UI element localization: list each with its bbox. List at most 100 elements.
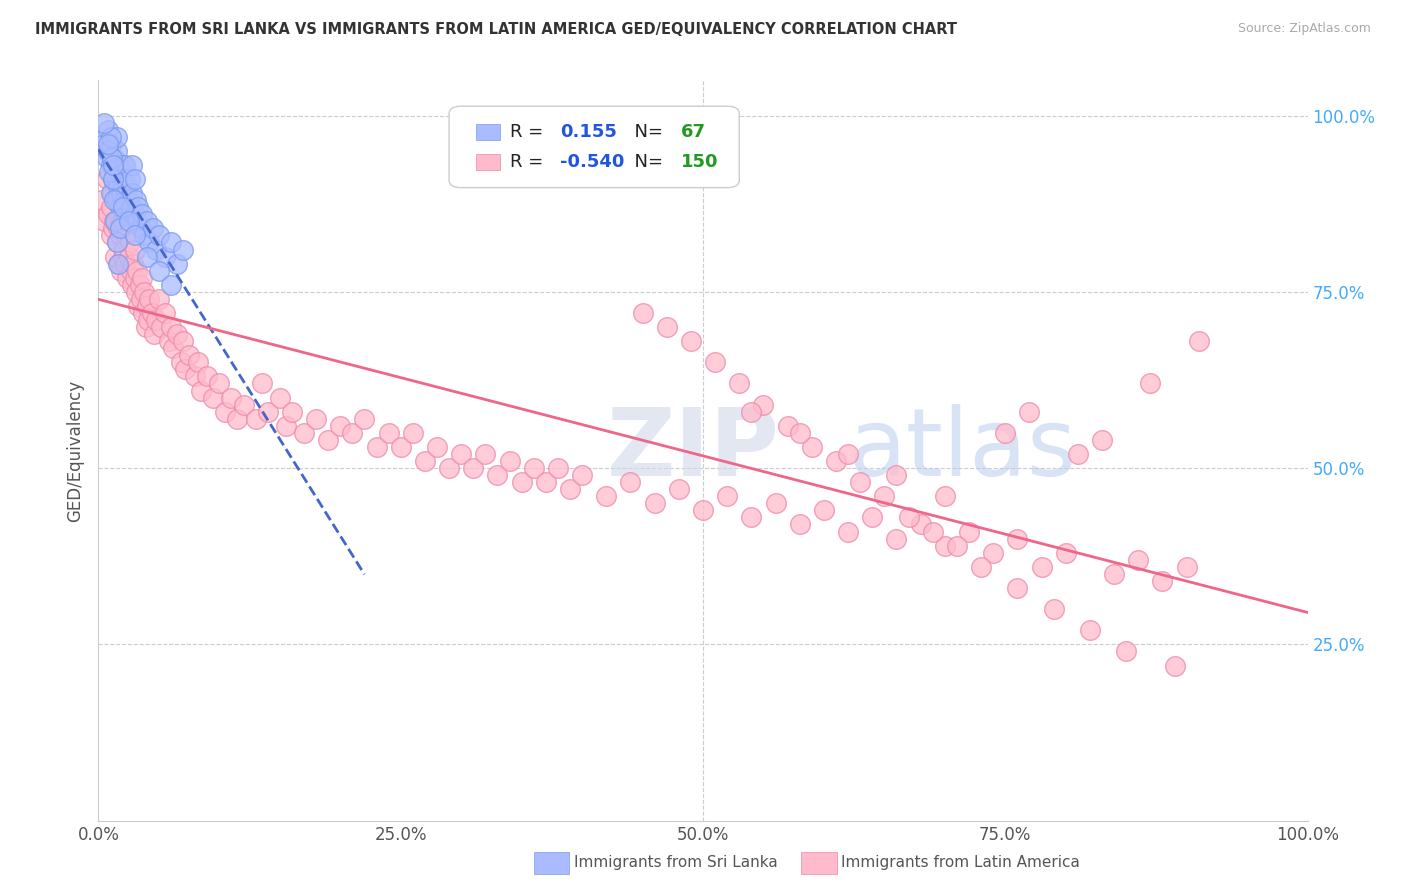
- Point: [740, 510, 762, 524]
- Point: [118, 235, 141, 250]
- Point: [450, 447, 472, 461]
- Point: [111, 250, 134, 264]
- Point: [108, 257, 131, 271]
- Point: [789, 517, 811, 532]
- Point: [886, 468, 908, 483]
- Point: [486, 468, 509, 483]
- Point: [111, 200, 134, 214]
- Point: [108, 165, 131, 179]
- Point: [195, 369, 218, 384]
- Point: [125, 285, 148, 299]
- Point: [166, 257, 188, 271]
- Point: [825, 454, 848, 468]
- Point: [162, 341, 184, 355]
- Point: [153, 250, 176, 264]
- Point: [143, 327, 166, 342]
- Point: [112, 243, 135, 257]
- Point: [128, 277, 150, 292]
- Point: [93, 115, 115, 129]
- Point: [117, 179, 139, 194]
- Point: [316, 433, 339, 447]
- Point: [112, 172, 135, 186]
- Point: [134, 228, 156, 243]
- Point: [114, 257, 136, 271]
- Point: [129, 292, 152, 306]
- Point: [129, 221, 152, 235]
- Point: [619, 475, 641, 490]
- Point: [329, 418, 352, 433]
- Point: [873, 489, 896, 503]
- Point: [96, 172, 118, 186]
- Point: [93, 136, 115, 151]
- Point: [571, 468, 593, 483]
- Point: [132, 306, 155, 320]
- Point: [837, 524, 859, 539]
- Point: [668, 482, 690, 496]
- Point: [1078, 624, 1101, 638]
- Point: [107, 257, 129, 271]
- Point: [172, 243, 194, 257]
- Point: [1163, 658, 1185, 673]
- Point: [765, 496, 787, 510]
- Point: [342, 425, 364, 440]
- Point: [124, 270, 146, 285]
- Text: N=: N=: [623, 153, 669, 170]
- Point: [100, 129, 122, 144]
- Y-axis label: GED/Equivalency: GED/Equivalency: [66, 379, 84, 522]
- Point: [103, 193, 125, 207]
- Point: [97, 207, 120, 221]
- Point: [115, 207, 138, 221]
- Point: [105, 144, 128, 158]
- Point: [127, 263, 149, 277]
- Point: [413, 454, 436, 468]
- Point: [105, 235, 128, 250]
- Point: [957, 524, 980, 539]
- Point: [110, 263, 132, 277]
- Point: [101, 172, 124, 186]
- Point: [1031, 559, 1053, 574]
- Text: atlas: atlas: [848, 404, 1077, 497]
- Point: [886, 532, 908, 546]
- Point: [256, 405, 278, 419]
- Point: [187, 355, 209, 369]
- Point: [226, 411, 249, 425]
- Point: [160, 277, 183, 292]
- Point: [498, 454, 520, 468]
- Point: [111, 214, 134, 228]
- Point: [921, 524, 943, 539]
- Point: [716, 489, 738, 503]
- Point: [269, 391, 291, 405]
- Point: [849, 475, 872, 490]
- Point: [105, 235, 128, 250]
- Point: [135, 299, 157, 313]
- Point: [679, 334, 702, 348]
- Point: [202, 391, 225, 405]
- Point: [125, 193, 148, 207]
- Point: [124, 207, 146, 221]
- Point: [305, 411, 328, 425]
- Point: [91, 193, 114, 207]
- Point: [100, 158, 122, 172]
- Point: [105, 165, 128, 179]
- Point: [111, 158, 134, 172]
- Point: [860, 510, 883, 524]
- Point: [107, 221, 129, 235]
- Point: [245, 411, 267, 425]
- Point: [1054, 546, 1077, 560]
- Text: 0.155: 0.155: [561, 123, 617, 141]
- Point: [934, 539, 956, 553]
- Point: [389, 440, 412, 454]
- Point: [111, 179, 134, 194]
- Point: [93, 214, 115, 228]
- Point: [138, 292, 160, 306]
- Point: [174, 362, 197, 376]
- Point: [752, 398, 775, 412]
- Point: [523, 461, 546, 475]
- Point: [402, 425, 425, 440]
- Point: [655, 320, 678, 334]
- Point: [114, 193, 136, 207]
- Point: [120, 263, 142, 277]
- Point: [118, 250, 141, 264]
- Text: Source: ZipAtlas.com: Source: ZipAtlas.com: [1237, 22, 1371, 36]
- Point: [1007, 581, 1029, 595]
